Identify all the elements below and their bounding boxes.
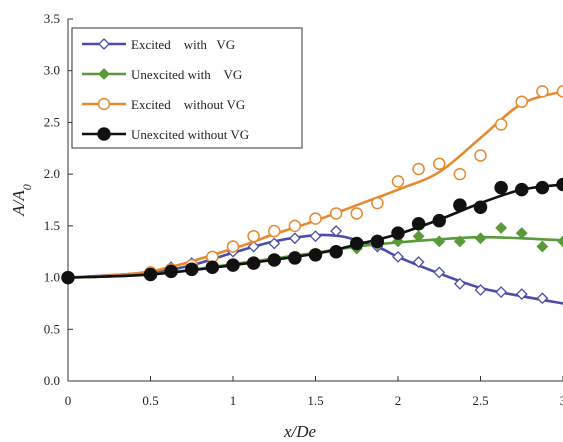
y-tick-label: 0.0 (44, 373, 60, 388)
data-point (474, 284, 487, 296)
data-point (288, 232, 301, 245)
data-point (288, 219, 302, 233)
data-point (164, 264, 178, 279)
x-tick-label: 0.5 (142, 393, 158, 408)
y-axis-title: A/A0 (9, 184, 34, 217)
data-point (308, 248, 323, 262)
data-point (453, 235, 466, 248)
legend: Excited with VG Unexcited with VG Excited … (71, 27, 303, 149)
data-point (494, 118, 508, 131)
legend-marker (97, 127, 111, 141)
x-tick-label: 1 (230, 393, 237, 408)
y-tick-label: 1.0 (44, 270, 60, 285)
data-point (515, 227, 528, 240)
legend-label: Unexcited with VG (131, 67, 242, 82)
data-point (515, 95, 528, 108)
data-point (556, 177, 563, 192)
legend-entry: Unexcited with VG (82, 67, 242, 82)
data-point (391, 175, 405, 188)
data-point (247, 240, 260, 253)
plot-area (61, 85, 563, 305)
data-point (474, 149, 487, 162)
legend-label: Excited with VG (131, 37, 235, 52)
data-point (453, 167, 467, 181)
x-tick-label: 2.5 (472, 393, 488, 408)
x-tick-label: 2 (395, 393, 402, 408)
data-point (309, 230, 322, 243)
legend-label: Unexcited without VG (131, 127, 249, 142)
y-tick-label: 2.5 (44, 114, 60, 129)
data-point (433, 266, 446, 279)
data-point (433, 235, 446, 248)
data-point (392, 250, 404, 263)
legend-label: Excited without VG (131, 97, 245, 112)
data-point (473, 200, 488, 214)
data-point (268, 237, 281, 250)
data-point (143, 267, 158, 282)
y-axis-title-subscript: 0 (20, 184, 34, 190)
data-point (536, 240, 549, 253)
data-point (494, 180, 508, 195)
data-point (536, 85, 549, 98)
legend-marker (97, 97, 111, 111)
data-point (226, 258, 240, 272)
data-point (474, 232, 487, 245)
x-tick-label: 1.5 (307, 393, 323, 408)
data-point (411, 217, 426, 231)
y-axis-title-main: A/A (9, 190, 28, 217)
data-point (370, 234, 385, 249)
y-tick-label: 3.0 (44, 63, 60, 78)
data-point (329, 244, 343, 259)
data-point (433, 157, 446, 171)
data-point (515, 288, 528, 301)
data-point (412, 230, 425, 243)
data-point (391, 226, 405, 240)
data-point (226, 240, 240, 253)
series-line (66, 233, 563, 305)
data-point (309, 212, 322, 225)
data-point (185, 262, 199, 277)
data-point (371, 196, 384, 210)
data-point (246, 256, 261, 270)
data-point (205, 260, 220, 274)
data-point (330, 225, 343, 237)
y-tick-label: 3.5 (44, 11, 60, 26)
data-point (495, 222, 508, 234)
data-point (556, 85, 563, 98)
data-point (453, 277, 466, 290)
legend-entry: Excited with VG (82, 37, 235, 52)
x-axis-ticks: 0 0.5 1 1.5 2 2.5 3 (65, 376, 563, 408)
data-point (412, 162, 425, 176)
data-point (432, 213, 446, 228)
data-point (412, 256, 425, 268)
x-tick-label: 0 (65, 393, 72, 408)
data-point (453, 198, 467, 212)
data-point (247, 229, 260, 243)
data-point (515, 182, 529, 197)
legend-box (71, 27, 303, 149)
legend-marker (98, 68, 110, 80)
data-point (350, 236, 364, 251)
data-point (350, 207, 363, 220)
y-tick-label: 0.5 (44, 321, 60, 336)
legend-marker (98, 38, 110, 50)
data-point (329, 207, 343, 220)
x-axis-title: x/De (283, 422, 317, 441)
data-point (557, 235, 563, 248)
data-point (536, 292, 549, 305)
data-point (535, 180, 550, 195)
data-point (495, 286, 508, 298)
series-group (61, 177, 563, 285)
data-point (268, 224, 281, 238)
y-tick-label: 1.5 (44, 218, 60, 233)
legend-entry: Unexcited without VG (82, 127, 249, 142)
legend-entry: Excited without VG (82, 97, 245, 112)
x-tick-label: 3 (560, 393, 563, 408)
y-tick-label: 2.0 (44, 166, 60, 181)
data-point (267, 253, 281, 267)
y-axis-ticks: 0.0 0.5 1.0 1.5 2.0 2.5 3.0 3.5 (44, 11, 73, 388)
data-point (288, 251, 302, 265)
data-point (61, 270, 75, 285)
